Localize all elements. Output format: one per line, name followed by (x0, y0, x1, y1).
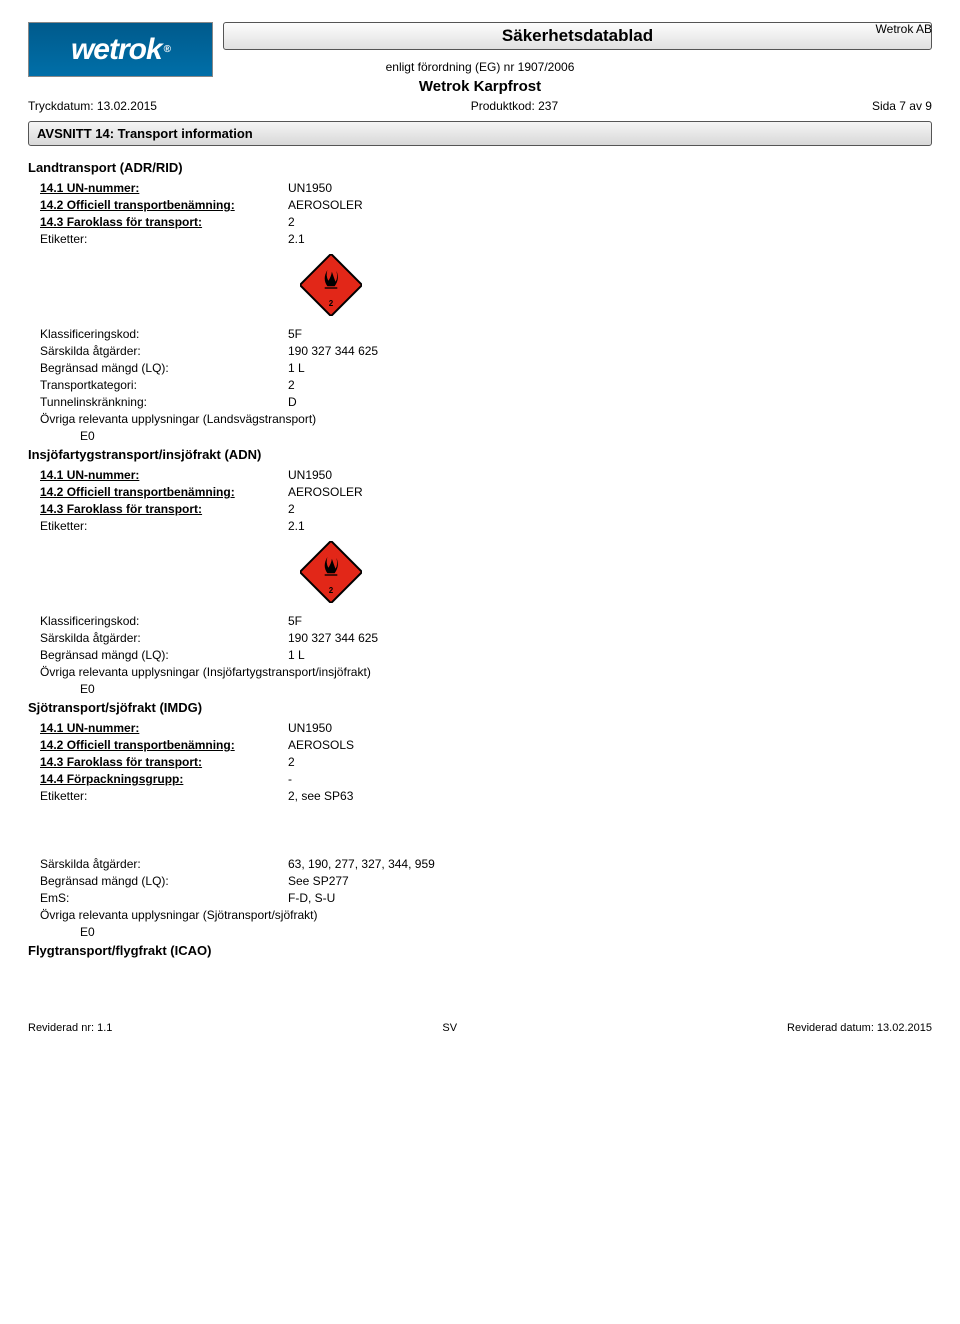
imdg-ems-label: EmS: (28, 891, 288, 905)
adr-tunnel-label: Tunnelinskränkning: (28, 395, 288, 409)
imdg-name-label: 14.2 Officiell transportbenämning: (28, 738, 288, 752)
adr-heading: Landtransport (ADR/RID) (28, 160, 932, 175)
adr-un-val: UN1950 (288, 181, 932, 195)
imdg-heading: Sjötransport/sjöfrakt (IMDG) (28, 700, 932, 715)
section-14-title: AVSNITT 14: Transport information (28, 121, 932, 146)
adn-kod-val: 5F (288, 614, 932, 628)
wetrok-logo: wetrok® (28, 22, 213, 77)
adr-tkat-val: 2 (288, 378, 932, 392)
adr-name-label: 14.2 Officiell transportbenämning: (28, 198, 288, 212)
adr-lq-label: Begränsad mängd (LQ): (28, 361, 288, 375)
logo-text: wetrok (71, 33, 162, 67)
adr-tkat-label: Transportkategori: (28, 378, 288, 392)
adn-class-val: 2 (288, 502, 932, 516)
imdg-other-val: E0 (28, 925, 932, 939)
imdg-pack-label: 14.4 Förpackningsgrupp: (28, 772, 288, 786)
footer-rev-nr: Reviderad nr: 1.1 (28, 1022, 112, 1034)
product-code: Produktkod: 237 (471, 99, 558, 113)
hazard-number: 2 (329, 299, 334, 308)
adr-sarsk-val: 190 327 344 625 (288, 344, 932, 358)
adr-other-val: E0 (28, 429, 932, 443)
imdg-un-label: 14.1 UN-nummer: (28, 721, 288, 735)
flammable-hazard-icon: 2 (300, 541, 932, 606)
adn-other-label: Övriga relevanta upplysningar (Insjöfart… (28, 665, 932, 679)
page-header: wetrok® Wetrok AB Säkerhetsdatablad enli… (28, 22, 932, 113)
imdg-sarsk-label: Särskilda åtgärder: (28, 857, 288, 871)
adn-sarsk-val: 190 327 344 625 (288, 631, 932, 645)
product-name: Wetrok Karpfrost (28, 78, 932, 95)
imdg-etik-val: 2, see SP63 (288, 789, 932, 803)
adn-heading: Insjöfartygstransport/insjöfrakt (ADN) (28, 447, 932, 462)
imdg-un-val: UN1950 (288, 721, 932, 735)
adr-etik-val: 2.1 (288, 232, 932, 246)
adr-kod-label: Klassificeringskod: (28, 327, 288, 341)
adn-un-val: UN1950 (288, 468, 932, 482)
adn-lq-label: Begränsad mängd (LQ): (28, 648, 288, 662)
logo-reg: ® (164, 44, 170, 55)
adn-lq-val: 1 L (288, 648, 932, 662)
adn-other-val: E0 (28, 682, 932, 696)
page-number: Sida 7 av 9 (872, 99, 932, 113)
adn-name-label: 14.2 Officiell transportbenämning: (28, 485, 288, 499)
adn-un-label: 14.1 UN-nummer: (28, 468, 288, 482)
document-title: Säkerhetsdatablad (223, 22, 932, 50)
print-date: Tryckdatum: 13.02.2015 (28, 99, 157, 113)
adn-etik-val: 2.1 (288, 519, 932, 533)
adn-etik-label: Etiketter: (28, 519, 288, 533)
imdg-lq-val: See SP277 (288, 874, 932, 888)
imdg-etik-label: Etiketter: (28, 789, 288, 803)
adn-name-val: AEROSOLER (288, 485, 932, 499)
imdg-class-val: 2 (288, 755, 932, 769)
adn-class-label: 14.3 Faroklass för transport: (28, 502, 288, 516)
imdg-name-val: AEROSOLS (288, 738, 932, 752)
icao-heading: Flygtransport/flygfrakt (ICAO) (28, 943, 932, 958)
imdg-sarsk-val: 63, 190, 277, 327, 344, 959 (288, 857, 932, 871)
adn-kod-label: Klassificeringskod: (28, 614, 288, 628)
flammable-hazard-icon: 2 (300, 254, 932, 319)
meta-row: Tryckdatum: 13.02.2015 Produktkod: 237 S… (28, 99, 932, 113)
imdg-ems-val: F-D, S-U (288, 891, 932, 905)
adr-etik-label: Etiketter: (28, 232, 288, 246)
adr-lq-val: 1 L (288, 361, 932, 375)
adr-sarsk-label: Särskilda åtgärder: (28, 344, 288, 358)
adr-tunnel-val: D (288, 395, 932, 409)
adr-name-val: AEROSOLER (288, 198, 932, 212)
adr-un-label: 14.1 UN-nummer: (28, 181, 288, 195)
adr-kod-val: 5F (288, 327, 932, 341)
imdg-lq-label: Begränsad mängd (LQ): (28, 874, 288, 888)
imdg-class-label: 14.3 Faroklass för transport: (28, 755, 288, 769)
adr-class-label: 14.3 Faroklass för transport: (28, 215, 288, 229)
hazard-number: 2 (329, 586, 334, 595)
footer-lang: SV (442, 1022, 457, 1034)
adr-class-val: 2 (288, 215, 932, 229)
adr-other-label: Övriga relevanta upplysningar (Landsvägs… (28, 412, 932, 426)
imdg-other-label: Övriga relevanta upplysningar (Sjötransp… (28, 908, 932, 922)
company-name: Wetrok AB (876, 22, 932, 36)
page-footer: Reviderad nr: 1.1 SV Reviderad datum: 13… (28, 1018, 932, 1034)
footer-rev-date: Reviderad datum: 13.02.2015 (787, 1022, 932, 1034)
imdg-pack-val: - (288, 772, 932, 786)
adn-sarsk-label: Särskilda åtgärder: (28, 631, 288, 645)
